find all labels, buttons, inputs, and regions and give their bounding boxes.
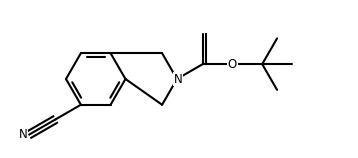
Text: N: N: [174, 73, 182, 85]
Text: N: N: [19, 128, 27, 141]
Text: O: O: [228, 58, 237, 71]
